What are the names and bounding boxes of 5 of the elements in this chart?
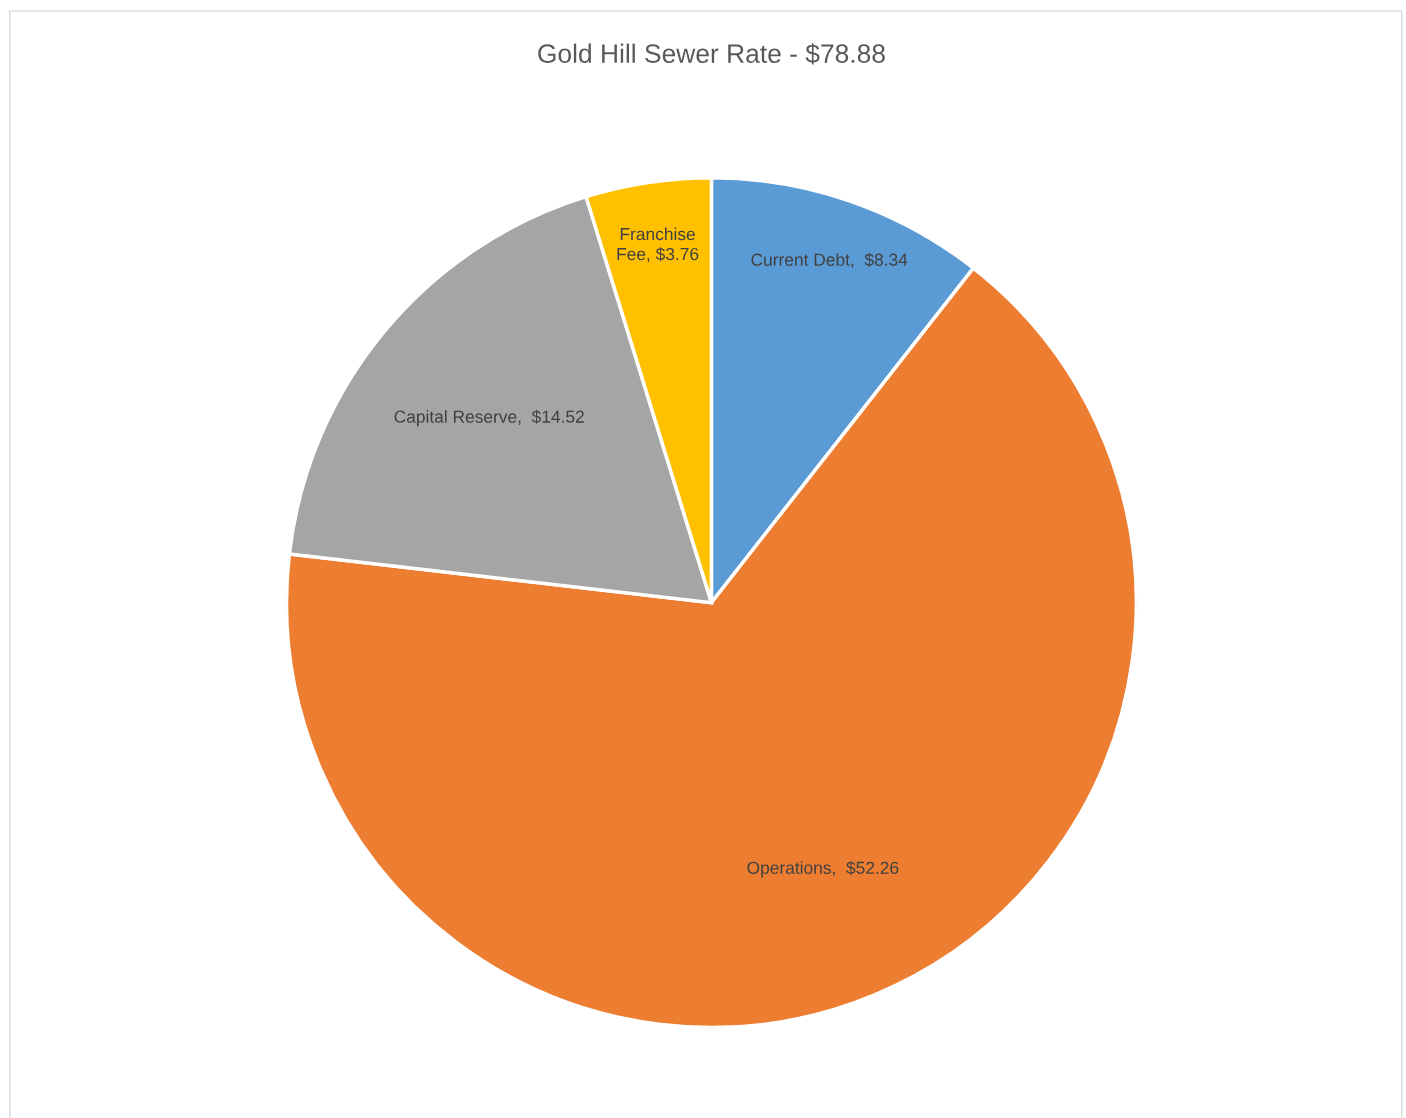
slice-label: Operations, $52.26 [747,860,899,878]
slice-label: Franchise Fee, $3.76 [617,227,699,263]
slice-label: Capital Reserve, $14.52 [394,409,584,427]
slice-label: Current Debt, $8.34 [751,252,908,268]
chart-title: Gold Hill Sewer Rate - $78.88 [538,43,885,65]
